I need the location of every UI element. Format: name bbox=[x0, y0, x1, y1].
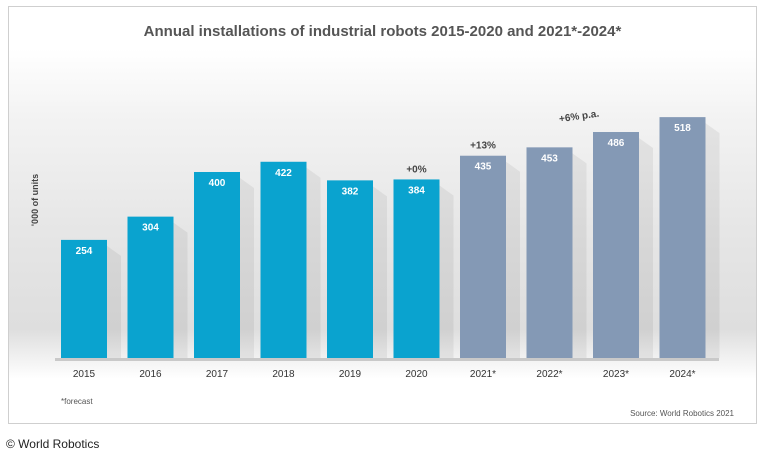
x-tick-label: 2016 bbox=[139, 369, 162, 380]
chart-title: Annual installations of industrial robot… bbox=[143, 23, 622, 40]
bar-shadow bbox=[439, 185, 454, 358]
copyright-note: © World Robotics bbox=[6, 437, 100, 451]
bar-value-label: 518 bbox=[674, 123, 691, 134]
bar bbox=[460, 155, 506, 358]
bar-value-label: 435 bbox=[475, 162, 492, 173]
x-tick-label: 2023* bbox=[603, 369, 629, 380]
bar-shadow bbox=[639, 138, 653, 358]
bar bbox=[260, 161, 307, 358]
growth-annotation: +13% bbox=[470, 141, 496, 152]
x-tick-label: 2020 bbox=[405, 369, 428, 380]
x-tick-label: 2022* bbox=[536, 369, 562, 380]
y-axis-label: '000 of units bbox=[30, 174, 40, 226]
bar bbox=[61, 239, 107, 358]
forecast-footnote: *forecast bbox=[61, 397, 93, 406]
bar-value-label: 486 bbox=[608, 138, 625, 149]
bar-shadow bbox=[572, 153, 587, 358]
bar-value-label: 384 bbox=[408, 185, 425, 196]
growth-annotation: +6% p.a. bbox=[558, 109, 600, 126]
bar bbox=[194, 172, 240, 358]
bar-value-label: 400 bbox=[209, 178, 226, 189]
bar-shadow bbox=[506, 161, 520, 358]
bar bbox=[526, 147, 573, 358]
bar-value-label: 254 bbox=[76, 246, 93, 257]
bar-shadow bbox=[173, 222, 188, 358]
bar-value-label: 422 bbox=[275, 168, 292, 179]
chart-baseline-shadow bbox=[55, 358, 719, 361]
x-tick-label: 2021* bbox=[470, 369, 496, 380]
bar bbox=[659, 117, 706, 358]
x-tick-label: 2017 bbox=[206, 369, 229, 380]
x-tick-label: 2015 bbox=[73, 369, 96, 380]
bar-shadow bbox=[373, 186, 387, 358]
bar-value-label: 304 bbox=[142, 223, 159, 234]
x-tick-label: 2024* bbox=[669, 369, 695, 380]
x-tick-label: 2019 bbox=[339, 369, 362, 380]
bar bbox=[127, 216, 174, 358]
x-tick-label: 2018 bbox=[272, 369, 295, 380]
bar bbox=[327, 180, 373, 358]
bar-shadow bbox=[705, 123, 720, 358]
growth-annotation: +0% bbox=[406, 164, 426, 175]
bar-value-label: 382 bbox=[342, 186, 359, 197]
bar-value-label: 453 bbox=[541, 153, 558, 164]
bar-shadow bbox=[107, 245, 121, 358]
source-note: Source: World Robotics 2021 bbox=[630, 409, 734, 418]
bar bbox=[593, 132, 639, 358]
bar-shadow bbox=[240, 178, 254, 358]
bar bbox=[393, 179, 440, 358]
bar-shadow bbox=[306, 167, 321, 358]
